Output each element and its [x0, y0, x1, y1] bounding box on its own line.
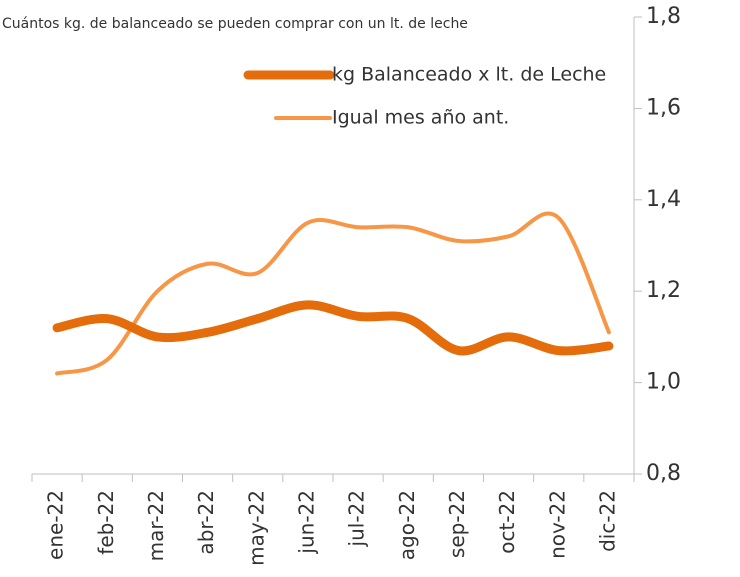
- y-tick-label: 1,2: [646, 278, 681, 303]
- x-tick-label: feb-22: [94, 490, 118, 555]
- y-tick-label: 1,6: [646, 95, 681, 120]
- x-tick-label: jun-22: [294, 490, 318, 555]
- x-tick-label: sep-22: [445, 490, 469, 558]
- x-tick-label: ene-22: [44, 490, 68, 560]
- y-tick-label: 1,4: [646, 187, 681, 212]
- line-series: [52, 300, 614, 356]
- y-tick-label: 1,8: [646, 4, 681, 29]
- legend-label: Igual mes año ant.: [332, 107, 509, 129]
- x-tick-label: dic-22: [595, 490, 619, 552]
- chart-title: Cuántos kg. de balanceado se pueden comp…: [2, 16, 468, 32]
- x-tick-label: may-22: [244, 490, 268, 566]
- line-series: [55, 211, 611, 376]
- x-tick-label: abr-22: [194, 490, 218, 555]
- x-tick-label: ago-22: [395, 490, 419, 560]
- x-tick-label: oct-22: [495, 490, 519, 554]
- y-tick-label: 1,0: [646, 370, 681, 395]
- x-tick-label: nov-22: [545, 490, 569, 559]
- x-tick-label: mar-22: [144, 490, 168, 561]
- y-tick-label: 0,8: [646, 461, 681, 486]
- x-tick-label: jul-22: [345, 490, 369, 547]
- legend-label: kg Balanceado x lt. de Leche: [332, 64, 606, 86]
